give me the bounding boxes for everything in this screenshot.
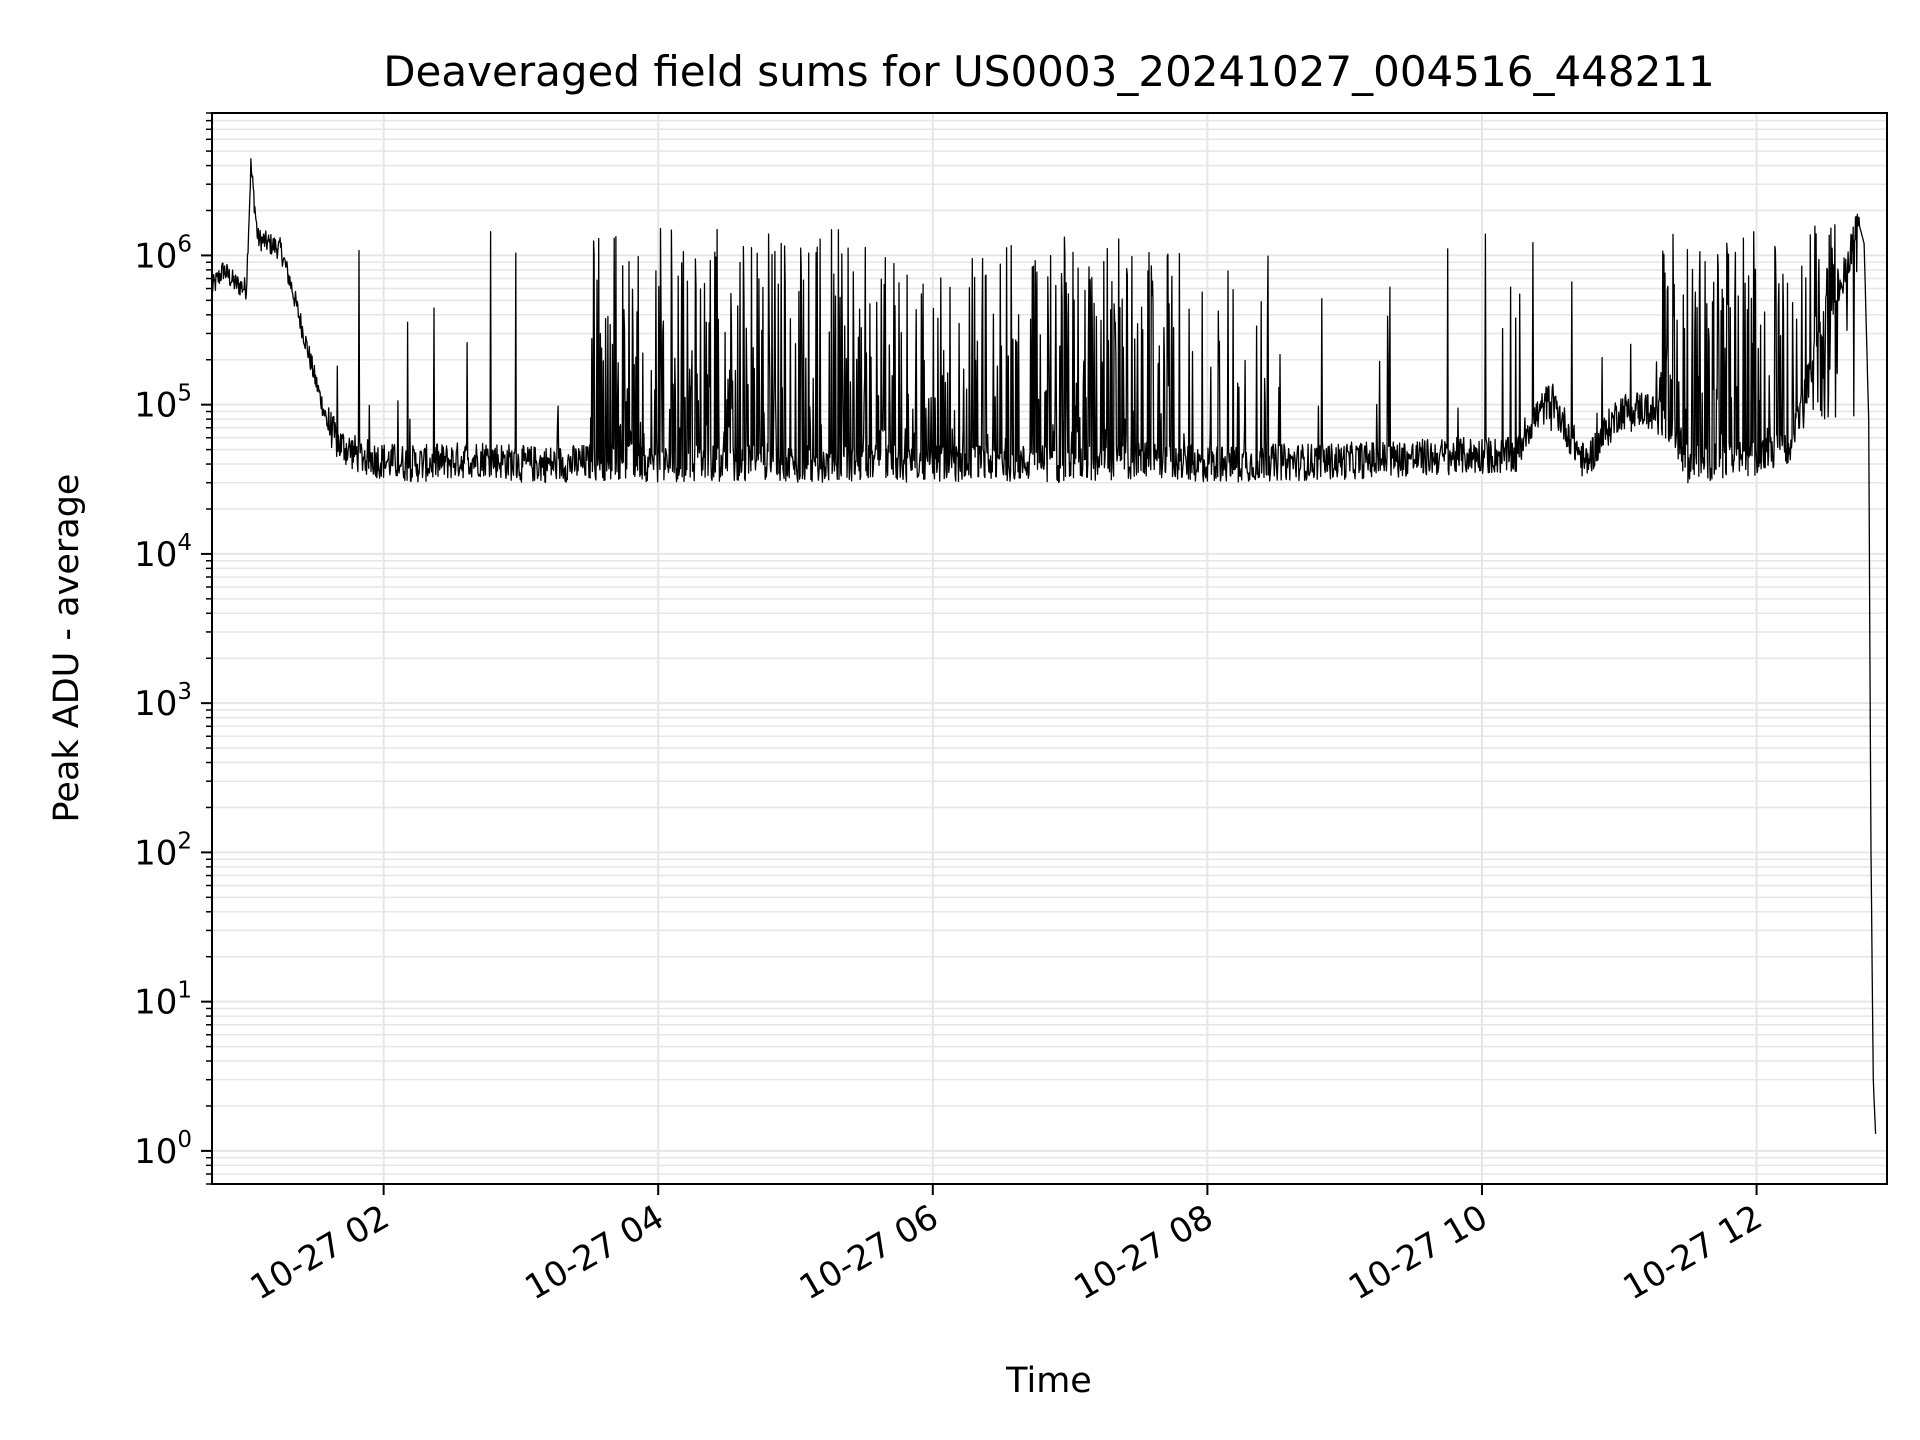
- chart-title: Deaveraged field sums for US0003_2024102…: [383, 47, 1715, 96]
- y-tick-label: 106: [134, 231, 192, 276]
- y-tick-label: 101: [134, 978, 192, 1023]
- series-line: [211, 158, 1877, 1134]
- plot-frame: [211, 112, 1888, 1185]
- y-tick-label: 103: [134, 679, 192, 724]
- y-tick-label: 105: [134, 381, 192, 426]
- y-axis: 100 101 102 103 104 105 106: [134, 112, 212, 1185]
- y-axis-label: Peak ADU - average: [47, 474, 87, 823]
- y-tick-label: 102: [134, 828, 192, 873]
- y-tick-label: 100: [134, 1127, 192, 1172]
- grid: [212, 112, 1887, 1185]
- series-layer: [211, 158, 1877, 1134]
- y-tick-label: 104: [134, 530, 192, 575]
- x-axis-label: Time: [1005, 1361, 1092, 1401]
